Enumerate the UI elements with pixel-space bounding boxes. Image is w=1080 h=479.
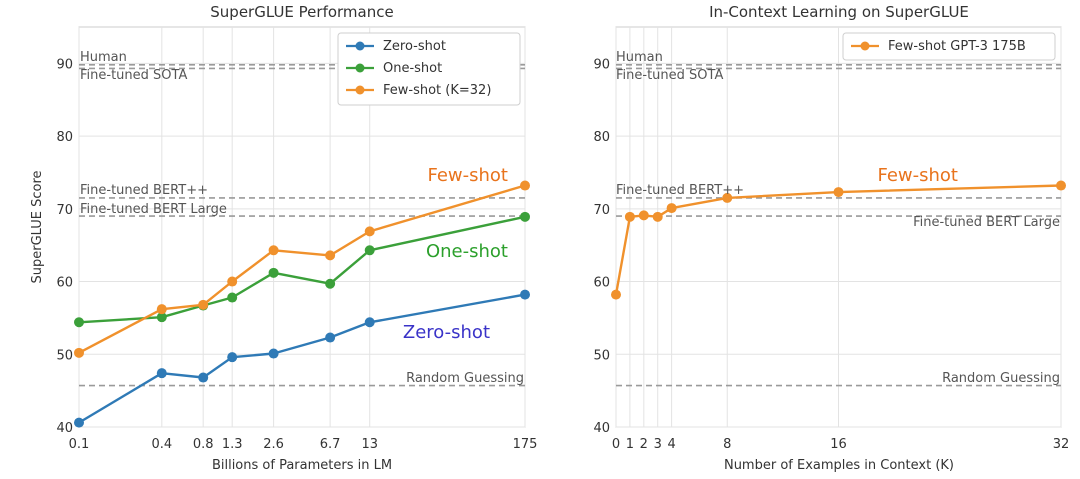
left-point-zero-shot xyxy=(268,348,279,359)
legend-few-shot-label: Few-shot (K=32) xyxy=(383,83,491,98)
left-y-tick-label: 60 xyxy=(56,276,73,291)
left-point-one-shot xyxy=(268,267,279,278)
right-x-axis-label: Number of Examples in Context (K) xyxy=(724,458,954,473)
left-point-few-shot-k-32 xyxy=(227,276,238,287)
right-x-tick-label: 1 xyxy=(626,437,634,452)
right-ref-label-bertpp: Fine-tuned BERT++ xyxy=(616,183,744,198)
left-x-tick-label: 0.8 xyxy=(193,437,214,452)
left-point-one-shot xyxy=(156,312,167,323)
right-y-tick-label: 70 xyxy=(593,203,610,218)
right-ref-label-bert-large: Fine-tuned BERT Large xyxy=(913,215,1060,230)
left-y-tick-label: 50 xyxy=(56,348,73,363)
right-point-few-shot-gpt-3-175b xyxy=(638,210,649,221)
left-ref-label-bert-large: Fine-tuned BERT Large xyxy=(80,202,227,217)
left-x-axis-label: Billions of Parameters in LM xyxy=(212,458,392,473)
left-ref-label-bertpp: Fine-tuned BERT++ xyxy=(80,183,208,198)
right-x-tick-label: 16 xyxy=(830,437,847,452)
right-x-tick-label: 3 xyxy=(654,437,662,452)
legend-gpt3-label: Few-shot GPT-3 175B xyxy=(888,39,1026,54)
right-y-tick-label: 50 xyxy=(593,348,610,363)
right-ref-label-sota: Fine-tuned SOTA xyxy=(616,68,723,83)
right-point-few-shot-gpt-3-175b xyxy=(611,289,621,300)
left-point-zero-shot xyxy=(325,332,336,343)
right-y-tick-label: 60 xyxy=(593,276,610,291)
left-ref-label-sota: Fine-tuned SOTA xyxy=(80,68,187,83)
right-x-tick-label: 2 xyxy=(640,437,648,452)
left-point-few-shot-k-32 xyxy=(364,226,375,237)
legend-one-shot-label: One-shot xyxy=(383,61,442,76)
left-y-tick-label: 90 xyxy=(56,57,73,72)
right-x-tick-label: 8 xyxy=(723,437,731,452)
right-chart-title: In-Context Learning on SuperGLUE xyxy=(709,3,969,21)
left-x-tick-label: 1.3 xyxy=(222,437,243,452)
left-point-few-shot-k-32 xyxy=(156,304,167,315)
left-point-zero-shot xyxy=(156,368,167,379)
left-x-tick-label: 13 xyxy=(361,437,378,452)
left-x-tick-label: 175 xyxy=(513,437,538,452)
left-point-few-shot-k-32 xyxy=(325,250,336,261)
left-series-line-zero-shot xyxy=(78,293,526,424)
right-x-tick-label: 0 xyxy=(612,437,620,452)
right-y-tick-label: 90 xyxy=(593,57,610,72)
left-x-tick-label: 0.4 xyxy=(151,437,172,452)
right-legend-frame xyxy=(842,32,1056,61)
left-point-few-shot-k-32 xyxy=(520,180,530,191)
right-chart-panel: In-Context Learning on SuperGLUE 4050607… xyxy=(593,3,1069,473)
left-legend-frame xyxy=(337,32,521,106)
right-y-tick-label: 80 xyxy=(593,130,610,145)
left-point-one-shot xyxy=(325,278,336,289)
left-point-zero-shot xyxy=(520,289,530,300)
right-legend: Few-shot GPT-3 175B xyxy=(842,32,1056,61)
legend-zero-shot-marker xyxy=(355,41,365,51)
right-x-tick-label: 32 xyxy=(1053,437,1070,452)
left-point-few-shot-k-32 xyxy=(74,347,84,358)
left-y-tick-label: 40 xyxy=(56,421,73,436)
left-point-one-shot xyxy=(74,317,84,328)
legend-zero-shot-label: Zero-shot xyxy=(383,39,446,54)
left-point-zero-shot xyxy=(74,417,84,428)
legend-one-shot-marker xyxy=(355,63,365,73)
right-annotation-few-shot: Few-shot xyxy=(877,165,958,186)
right-x-tick-label: 4 xyxy=(667,437,675,452)
right-point-few-shot-gpt-3-175b xyxy=(624,211,635,222)
left-y-tick-label: 70 xyxy=(56,203,73,218)
left-point-few-shot-k-32 xyxy=(198,299,209,310)
right-point-few-shot-gpt-3-175b xyxy=(722,192,733,203)
left-series-line-one-shot xyxy=(78,215,526,324)
left-point-one-shot xyxy=(364,245,375,256)
left-chart-panel: SuperGLUE Performance 40 50 60 70 80 90 0.1 0.4… xyxy=(30,3,537,473)
right-ref-label-human: Human xyxy=(616,50,663,65)
left-series-line-few-shot-k-32 xyxy=(78,184,526,354)
right-point-few-shot-gpt-3-175b xyxy=(833,187,844,198)
left-annotation-one-shot: One-shot xyxy=(426,241,508,262)
left-y-tick-label: 80 xyxy=(56,130,73,145)
left-ref-label-random: Random Guessing xyxy=(406,371,524,386)
left-ref-label-human: Human xyxy=(80,50,127,65)
legend-few-shot-marker xyxy=(355,85,365,95)
right-point-few-shot-gpt-3-175b xyxy=(1056,180,1066,191)
left-point-few-shot-k-32 xyxy=(268,245,279,256)
left-chart-title: SuperGLUE Performance xyxy=(210,3,393,21)
left-point-zero-shot xyxy=(198,372,209,383)
left-x-tick-label: 0.1 xyxy=(69,437,90,452)
left-point-zero-shot xyxy=(364,317,375,328)
left-y-axis-label: SuperGLUE Score xyxy=(30,170,45,283)
right-ref-label-random: Random Guessing xyxy=(942,371,1060,386)
left-x-tick-label: 6.7 xyxy=(320,437,341,452)
left-point-one-shot xyxy=(227,292,238,303)
left-x-tick-label: 2.6 xyxy=(263,437,284,452)
left-annotation-zero-shot: Zero-shot xyxy=(403,322,490,343)
legend-gpt3-marker xyxy=(860,41,870,51)
right-y-tick-label: 40 xyxy=(593,421,610,436)
right-point-few-shot-gpt-3-175b xyxy=(666,203,677,214)
left-legend: Zero-shot One-shot Few-shot (K=32) xyxy=(337,32,521,106)
left-point-one-shot xyxy=(520,211,530,222)
left-annotation-few-shot: Few-shot xyxy=(427,165,508,186)
right-point-few-shot-gpt-3-175b xyxy=(652,211,663,222)
left-point-zero-shot xyxy=(227,352,238,363)
